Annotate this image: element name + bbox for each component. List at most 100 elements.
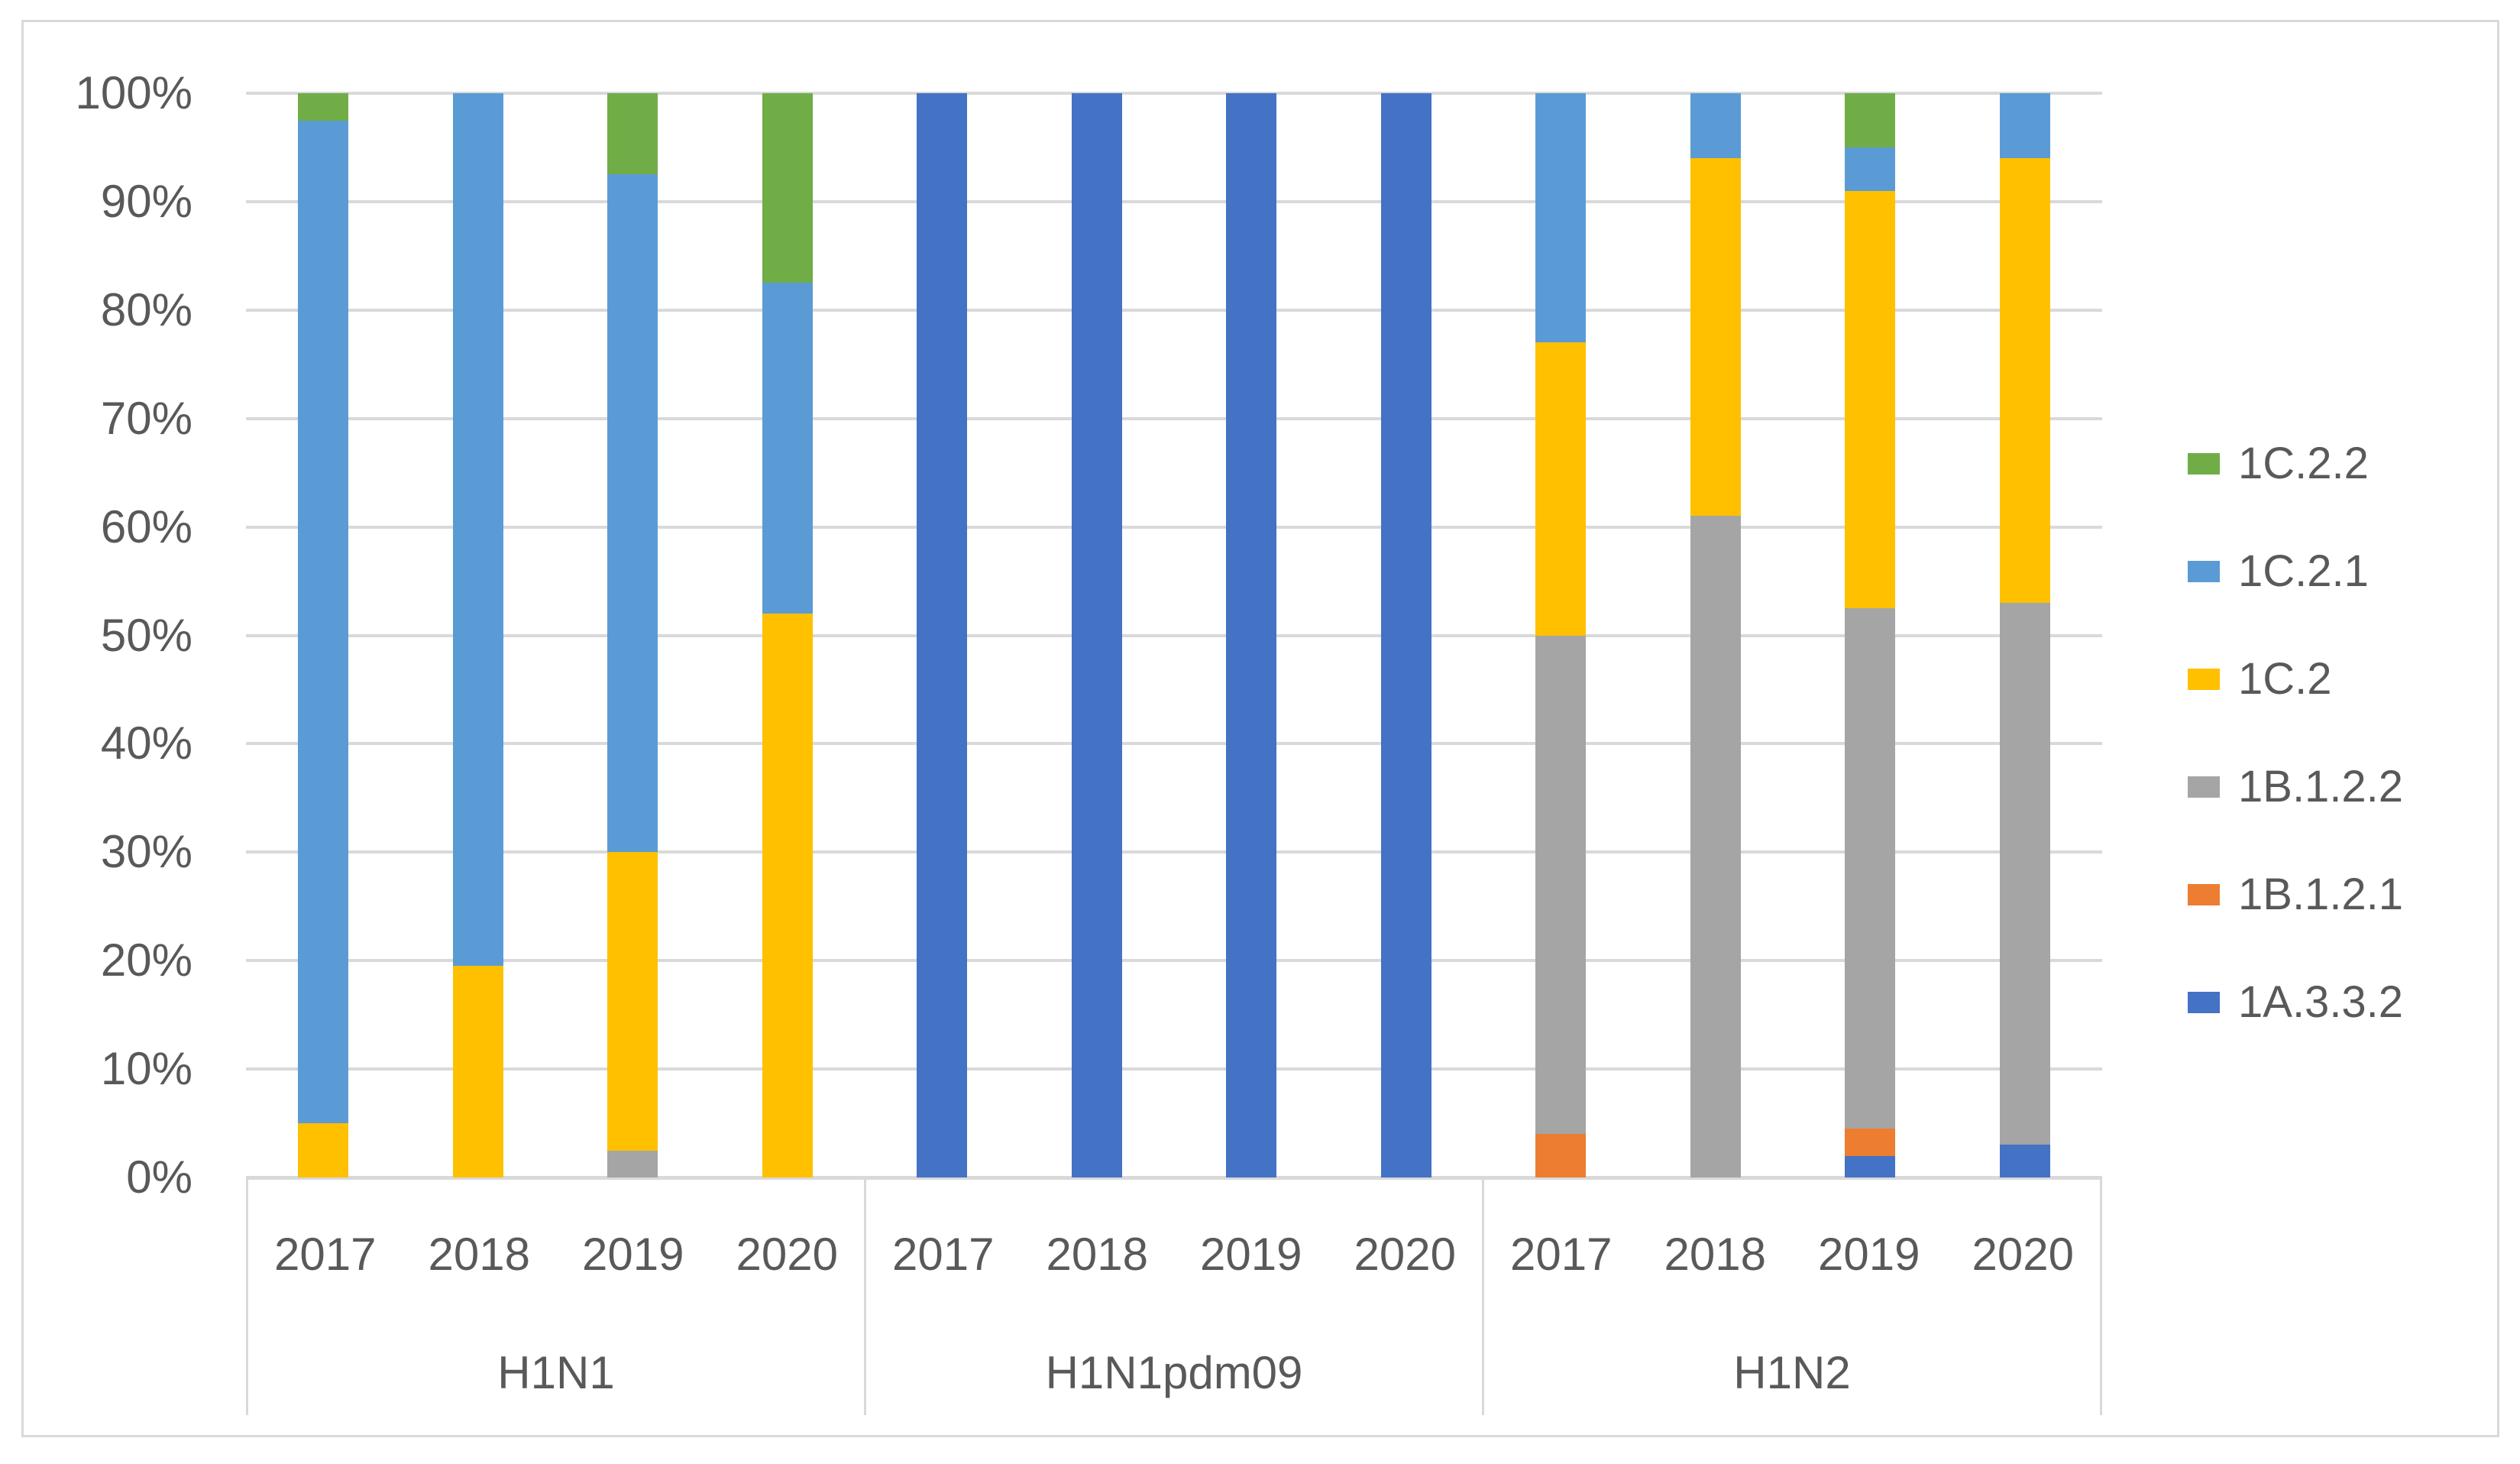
- legend-swatch-1C.2.1: [2188, 560, 2220, 582]
- segment-1A.3.3.2: [1071, 93, 1122, 1177]
- x-tick-label-year: 2019: [582, 1228, 684, 1280]
- x-tick-label-year: 2018: [1664, 1228, 1766, 1280]
- bar-slot-H1N2-2018: [1638, 93, 1794, 1177]
- bar-slot-H1N1-2018: [401, 93, 556, 1177]
- bar-slot-H1N2-2017: [1483, 93, 1638, 1177]
- year-row: 2017 2018 2019 2020: [866, 1177, 1482, 1330]
- axis-group-cell-H1N1: 2017 2018 2019 2020 H1N1: [246, 1177, 864, 1415]
- bar-H1N2-2019: [1845, 93, 1896, 1177]
- segment-1C.2: [762, 614, 813, 1177]
- y-tick-label: 30%: [100, 826, 192, 878]
- x-group-label-H1N1: H1N1: [497, 1347, 615, 1398]
- legend-item-1B.1.2.2: 1B.1.2.2: [2188, 733, 2403, 841]
- segment-1A.3.3.2: [1380, 93, 1431, 1177]
- bar-slot-H1N1-2017: [246, 93, 401, 1177]
- x-group-label-H1N2: H1N2: [1733, 1347, 1851, 1398]
- bar-H1N1-2017: [298, 93, 349, 1177]
- y-tick-label: 70%: [100, 392, 192, 444]
- y-tick-label: 50%: [100, 609, 192, 661]
- segment-1C.2: [1999, 158, 2050, 603]
- gridline-60%: [246, 525, 2102, 529]
- segment-1A.3.3.2: [1845, 1155, 1896, 1177]
- legend-item-1B.1.2.1: 1B.1.2.1: [2188, 841, 2403, 948]
- x-tick-label-year: 2017: [1510, 1228, 1613, 1280]
- bar-slot-H1N1pdm09-2020: [1329, 93, 1484, 1177]
- x-tick-label-year: 2019: [1200, 1228, 1302, 1280]
- legend-label: 1B.1.2.1: [2238, 870, 2404, 919]
- segment-1C.2: [1690, 158, 1741, 517]
- axis-group-cell-H1N1pdm09: 2017 2018 2019 2020 H1N1pdm09: [864, 1177, 1482, 1415]
- gridline-50%: [246, 633, 2102, 637]
- gridline-100%: [246, 92, 2102, 95]
- bar-slot-H1N2-2019: [1793, 93, 1948, 1177]
- bar-H1N1pdm09-2020: [1380, 93, 1431, 1177]
- segment-1A.3.3.2: [1999, 1145, 2050, 1177]
- bar-H1N2-2020: [1999, 93, 2050, 1177]
- bars-layer: [246, 93, 2102, 1177]
- segment-1C.2.1: [1535, 93, 1587, 343]
- legend-item-1A.3.3.2: 1A.3.3.2: [2188, 948, 2403, 1056]
- legend-label: 1A.3.3.2: [2238, 977, 2404, 1027]
- segment-1C.2.1: [298, 120, 349, 1124]
- y-tick-label: 0%: [126, 1151, 192, 1203]
- bar-H1N2-2017: [1535, 93, 1587, 1177]
- segment-1B.1.2.1: [1845, 1129, 1896, 1156]
- segment-1C.2.1: [1845, 147, 1896, 191]
- legend-label: 1C.2: [2238, 654, 2332, 704]
- y-tick-label: 10%: [100, 1043, 192, 1095]
- segment-1C.2.1: [762, 283, 813, 614]
- bar-slot-H1N1-2020: [710, 93, 865, 1177]
- bar-slot-H1N1pdm09-2019: [1174, 93, 1329, 1177]
- gridline-20%: [246, 959, 2102, 963]
- bar-H1N1pdm09-2017: [917, 93, 968, 1177]
- x-tick-label-year: 2020: [1972, 1228, 2074, 1280]
- legend-item-1C.2: 1C.2: [2188, 625, 2403, 733]
- segment-1A.3.3.2: [1226, 93, 1277, 1177]
- legend-swatch-1A.3.3.2: [2188, 991, 2220, 1013]
- axis-group-cell-H1N2: 2017 2018 2019 2020 H1N2: [1482, 1177, 2102, 1415]
- legend-swatch-1C.2: [2188, 668, 2220, 690]
- segment-1B.1.2.2: [1690, 516, 1741, 1177]
- legend-swatch-1C.2.2: [2188, 452, 2220, 475]
- segment-1C.2.1: [1999, 93, 2050, 159]
- segment-1C.2.1: [1690, 93, 1741, 159]
- segment-1C.2: [298, 1123, 349, 1177]
- segment-1C.2.1: [607, 174, 658, 853]
- segment-1B.1.2.1: [1535, 1134, 1587, 1177]
- segment-1C.2: [452, 966, 503, 1177]
- legend: 1C.2.2 1C.2.1 1C.2 1B.1.2.2 1B.1.2.1 1A.3.3.2: [2188, 410, 2403, 1056]
- bar-group-H1N1: [246, 93, 865, 1177]
- plot-area: [246, 92, 2102, 1180]
- bar-group-H1N2: [1483, 93, 2102, 1177]
- segment-1B.1.2.2: [607, 1150, 658, 1177]
- bar-H1N1pdm09-2019: [1226, 93, 1277, 1177]
- segment-1C.2: [1845, 190, 1896, 609]
- segment-1B.1.2.2: [1999, 602, 2050, 1145]
- legend-item-1C.2.2: 1C.2.2: [2188, 410, 2403, 517]
- segment-1B.1.2.2: [1535, 635, 1587, 1135]
- y-tick-label: 60%: [100, 500, 192, 552]
- y-tick-label: 40%: [100, 717, 192, 769]
- bar-H1N1pdm09-2018: [1071, 93, 1122, 1177]
- legend-label: 1C.2.1: [2238, 546, 2369, 596]
- y-tick-label: 100%: [75, 67, 192, 118]
- legend-swatch-1B.1.2.1: [2188, 883, 2220, 905]
- x-tick-label-year: 2018: [428, 1228, 530, 1280]
- segment-1B.1.2.2: [1845, 608, 1896, 1129]
- segment-1C.2.1: [452, 93, 503, 967]
- segment-1C.2.2: [762, 93, 813, 283]
- x-tick-label-year: 2018: [1046, 1228, 1148, 1280]
- segment-1C.2.2: [607, 93, 658, 175]
- x-tick-label-year: 2020: [736, 1228, 838, 1280]
- x-tick-label-year: 2017: [892, 1228, 995, 1280]
- gridline-30%: [246, 850, 2102, 854]
- x-tick-label-year: 2017: [274, 1228, 377, 1280]
- gridline-90%: [246, 199, 2102, 203]
- y-tick-label: 90%: [100, 175, 192, 227]
- segment-1C.2.2: [1845, 93, 1896, 147]
- y-tick-label: 20%: [100, 934, 192, 986]
- bar-H1N1-2020: [762, 93, 813, 1177]
- bar-slot-H1N1pdm09-2018: [1020, 93, 1175, 1177]
- bar-slot-H1N1-2019: [555, 93, 710, 1177]
- x-tick-label-year: 2020: [1354, 1228, 1456, 1280]
